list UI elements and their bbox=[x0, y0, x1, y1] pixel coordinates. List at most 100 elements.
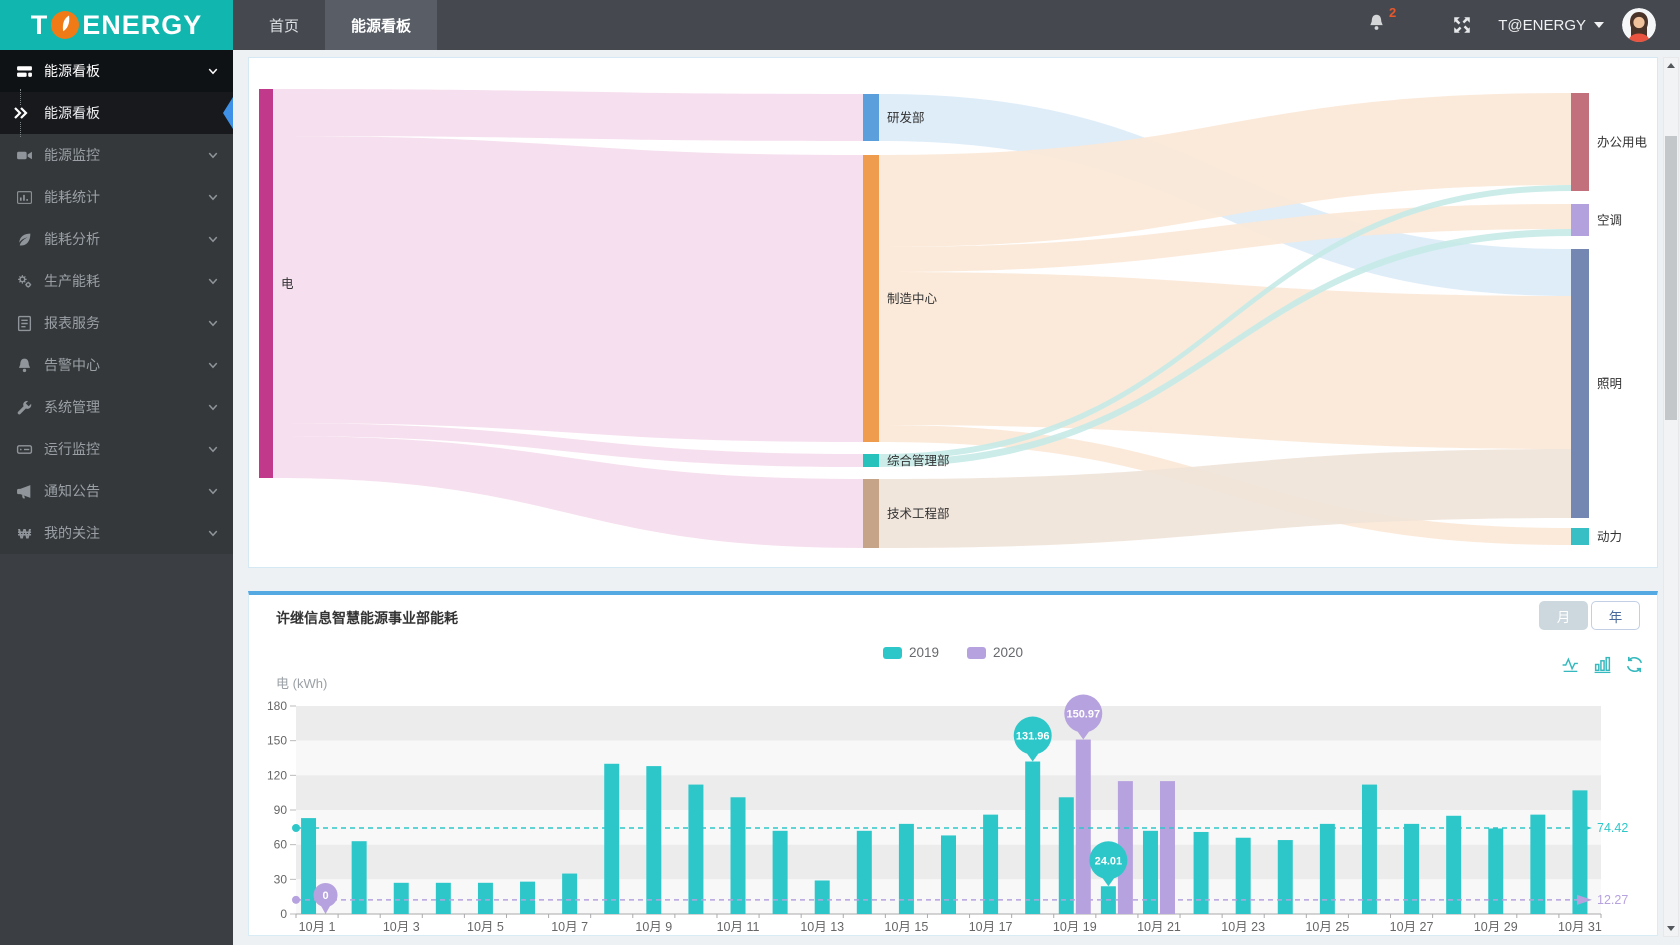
sidebar-item-能源看板[interactable]: 能源看板 bbox=[0, 50, 233, 92]
menu-group: 系统管理 bbox=[0, 386, 233, 428]
avatar[interactable] bbox=[1622, 8, 1656, 42]
toggle-年[interactable]: 年 bbox=[1591, 601, 1640, 630]
bell-icon bbox=[16, 357, 33, 374]
fullscreen-icon bbox=[1454, 17, 1471, 33]
chevron-down-icon bbox=[207, 485, 219, 497]
sidebar-item-能耗分析[interactable]: 能耗分析 bbox=[0, 218, 233, 260]
sidebar-item-label: 能源监控 bbox=[44, 147, 100, 163]
menu-group: 通知公告 bbox=[0, 470, 233, 512]
chevron-down-icon bbox=[207, 65, 219, 77]
menu-group: 告警中心 bbox=[0, 344, 233, 386]
leaf-icon bbox=[16, 231, 33, 248]
legend-2020[interactable]: 2020 bbox=[967, 645, 1023, 660]
svg-text:动力: 动力 bbox=[1597, 530, 1622, 544]
legend-swatch bbox=[882, 646, 902, 659]
legend-swatch bbox=[967, 646, 986, 659]
account-label: T@ENERGY bbox=[1498, 16, 1586, 34]
main-content: 电 研发部 制造中心 综合管理部 技术工程部 办公用电 空调 照明 动力 许继信息智慧能源事业部… bbox=[233, 50, 1680, 945]
svg-text:10月 3: 10月 3 bbox=[383, 920, 420, 934]
sidebar-item-运行监控[interactable]: 运行监控 bbox=[0, 428, 233, 470]
camera-icon bbox=[16, 147, 33, 164]
svg-text:技术工程部: 技术工程部 bbox=[887, 506, 950, 521]
megaphone-icon bbox=[16, 483, 33, 500]
svg-text:10月 1: 10月 1 bbox=[299, 920, 336, 934]
sidebar-item-label: 运行监控 bbox=[44, 441, 100, 457]
svg-text:综合管理部: 综合管理部 bbox=[887, 453, 950, 468]
account-menu[interactable]: T@ENERGY bbox=[1498, 17, 1604, 34]
report-icon bbox=[16, 315, 33, 332]
svg-text:74.42: 74.42 bbox=[1597, 821, 1628, 835]
sidebar-item-能源监控[interactable]: 能源监控 bbox=[0, 134, 233, 176]
svg-text:10月 5: 10月 5 bbox=[467, 920, 504, 934]
notifications-button[interactable]: 2 bbox=[1367, 5, 1396, 37]
chart-legend: 2019 2020 bbox=[249, 645, 1657, 660]
sidebar-item-label: 生产能耗 bbox=[44, 273, 100, 289]
card-title: 许继信息智慧能源事业部能耗 bbox=[276, 610, 458, 626]
svg-text:10月 11: 10月 11 bbox=[717, 920, 760, 934]
toggle-月[interactable]: 月 bbox=[1539, 601, 1588, 630]
server-icon bbox=[16, 441, 33, 458]
sidebar-item-报表服务[interactable]: 报表服务 bbox=[0, 302, 233, 344]
sidebar-subitem-能源看板[interactable]: 能源看板 bbox=[0, 89, 233, 137]
legend-2019[interactable]: 2019 bbox=[882, 645, 939, 660]
sidebar-item-我的关注[interactable]: ₩ 我的关注 bbox=[0, 512, 233, 554]
svg-text:10月 7: 10月 7 bbox=[551, 920, 588, 934]
sidebar-item-label: 系统管理 bbox=[44, 399, 100, 415]
svg-text:120: 120 bbox=[267, 768, 287, 782]
svg-text:10月 21: 10月 21 bbox=[1137, 920, 1181, 934]
svg-text:₩: ₩ bbox=[18, 525, 32, 541]
scrollbar-thumb[interactable] bbox=[1665, 136, 1677, 420]
sidebar: 能源看板 能源看板 能源监控 能耗统计 能耗分析 生产能耗 报表服务 告警中心 系统管理 运行监控… bbox=[0, 50, 233, 945]
svg-text:电 (kWh): 电 (kWh) bbox=[276, 676, 327, 691]
chevron-down-icon bbox=[207, 401, 219, 413]
svg-text:10月 17: 10月 17 bbox=[969, 920, 1013, 934]
sidebar-item-通知公告[interactable]: 通知公告 bbox=[0, 470, 233, 512]
menu-group: 能源监控 bbox=[0, 134, 233, 176]
mini-bars-icon[interactable] bbox=[1593, 655, 1612, 674]
sidebar-item-生产能耗[interactable]: 生产能耗 bbox=[0, 260, 233, 302]
sidebar-filler bbox=[0, 554, 233, 945]
legend-label: 2019 bbox=[908, 645, 939, 660]
menu-group: ₩ 我的关注 bbox=[0, 512, 233, 554]
svg-text:60: 60 bbox=[274, 838, 288, 852]
chevron-down-icon bbox=[207, 527, 219, 539]
scrollbar-down-arrow-icon[interactable] bbox=[1664, 921, 1678, 936]
sidebar-subitem-label: 能源看板 bbox=[44, 105, 100, 121]
dashboard-icon bbox=[16, 63, 33, 80]
svg-text:照明: 照明 bbox=[1597, 377, 1622, 391]
header-tabs: 首页 能源看板 bbox=[243, 0, 438, 50]
app-logo: T ENERGY bbox=[0, 0, 233, 50]
refresh-icon[interactable] bbox=[1625, 655, 1644, 674]
sidebar-item-系统管理[interactable]: 系统管理 bbox=[0, 386, 233, 428]
line-chart-icon[interactable] bbox=[1561, 655, 1580, 674]
sidebar-item-label: 告警中心 bbox=[44, 357, 100, 373]
page-scrollbar[interactable] bbox=[1663, 57, 1679, 937]
svg-text:24.01: 24.01 bbox=[1095, 855, 1123, 867]
tab-首页[interactable]: 首页 bbox=[269, 17, 300, 35]
scrollbar-up-arrow-icon[interactable] bbox=[1664, 58, 1678, 73]
svg-text:30: 30 bbox=[274, 872, 288, 886]
chevron-down-icon bbox=[207, 443, 219, 455]
svg-text:10月 23: 10月 23 bbox=[1221, 920, 1265, 934]
wrench-icon bbox=[16, 399, 33, 416]
svg-text:10月 15: 10月 15 bbox=[885, 920, 929, 934]
svg-text:研发部: 研发部 bbox=[887, 110, 925, 125]
svg-text:办公用电: 办公用电 bbox=[1597, 135, 1648, 150]
sidebar-item-label: 通知公告 bbox=[44, 483, 100, 499]
svg-text:150.97: 150.97 bbox=[1066, 709, 1100, 721]
chart-tools bbox=[1561, 655, 1644, 674]
tab-能源看板[interactable]: 能源看板 bbox=[325, 0, 438, 50]
logo-text-t: T bbox=[30, 9, 49, 40]
legend-label: 2020 bbox=[993, 645, 1024, 660]
energy-flow-sankey-card: 电 研发部 制造中心 综合管理部 技术工程部 办公用电 空调 照明 动力 bbox=[248, 57, 1658, 568]
sidebar-item-能耗统计[interactable]: 能耗统计 bbox=[0, 176, 233, 218]
fullscreen-button[interactable] bbox=[1452, 15, 1472, 35]
sidebar-item-告警中心[interactable]: 告警中心 bbox=[0, 344, 233, 386]
gears-icon bbox=[16, 273, 33, 290]
menu-group: 生产能耗 bbox=[0, 260, 233, 302]
svg-text:10月 31: 10月 31 bbox=[1558, 920, 1602, 934]
svg-text:0: 0 bbox=[280, 907, 287, 921]
chevron-down-icon bbox=[207, 275, 219, 287]
